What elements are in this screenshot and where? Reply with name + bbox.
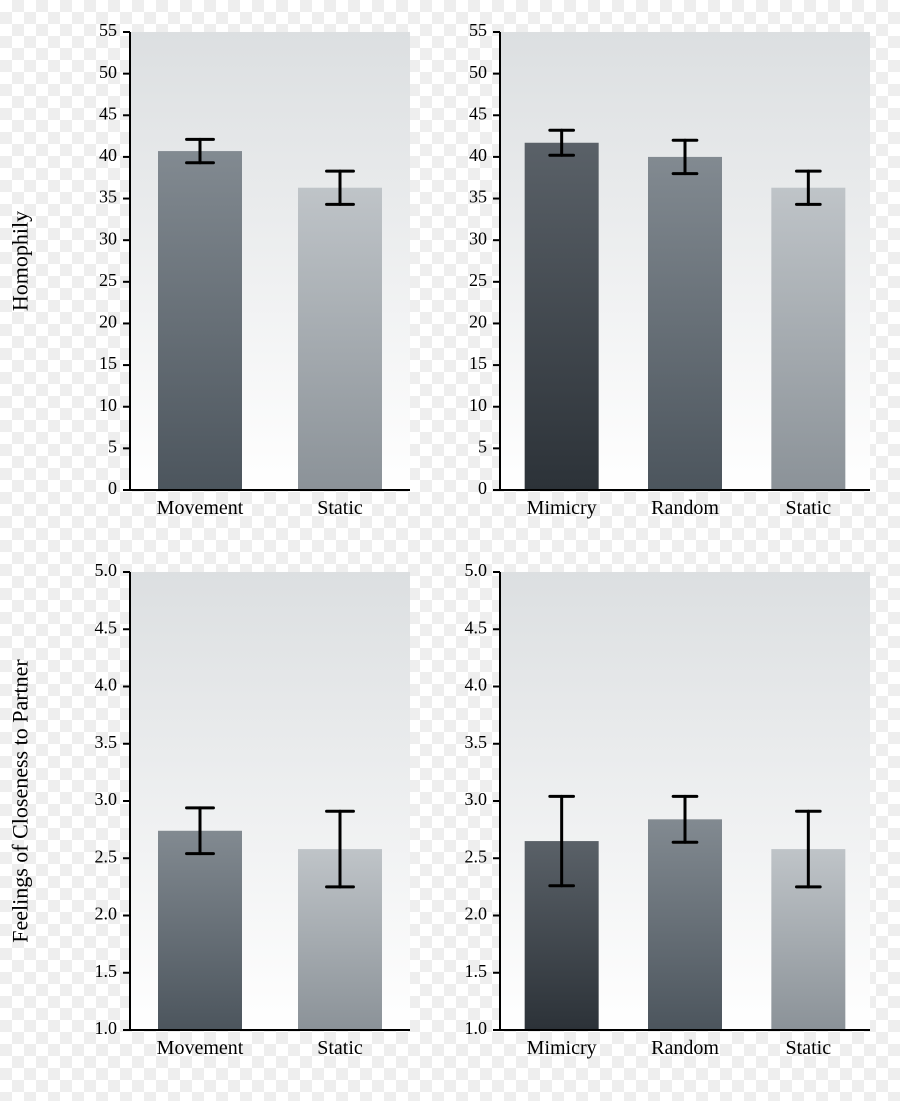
y-tick-label: 1.5: [95, 961, 118, 981]
category-label: Movement: [157, 497, 244, 519]
y-tick-label: 2.0: [465, 904, 488, 924]
y-tick-label: 5.0: [465, 560, 488, 580]
category-label: Static: [786, 497, 832, 519]
figure-svg: Homophily0510152025303540455055MovementS…: [0, 0, 900, 1101]
y-tick-label: 55: [99, 20, 117, 40]
y-tick-label: 40: [469, 145, 487, 165]
y-tick-label: 20: [469, 312, 487, 332]
category-label: Static: [317, 1037, 363, 1059]
y-tick-label: 40: [99, 145, 117, 165]
y-tick-label: 2.0: [95, 904, 118, 924]
y-tick-label: 55: [469, 20, 487, 40]
y-tick-label: 50: [99, 62, 117, 82]
y-tick-label: 5: [108, 436, 117, 456]
category-label: Mimicry: [527, 1037, 597, 1059]
y-tick-label: 5: [478, 436, 487, 456]
y-tick-label: 25: [469, 270, 487, 290]
category-label: Mimicry: [527, 497, 597, 519]
y-tick-label: 5.0: [95, 560, 118, 580]
y-tick-label: 3.0: [95, 789, 118, 809]
y-tick-label: 20: [99, 312, 117, 332]
y-tick-label: 10: [99, 395, 117, 415]
y-tick-label: 10: [469, 395, 487, 415]
y-tick-label: 45: [469, 103, 487, 123]
y-tick-label: 1.0: [465, 1018, 488, 1038]
y-axis-label: Feelings of Closeness to Partner: [8, 659, 33, 943]
y-tick-label: 4.5: [465, 617, 488, 637]
bar: [648, 819, 722, 1030]
y-tick-label: 3.5: [465, 732, 488, 752]
category-label: Static: [786, 1037, 832, 1059]
y-tick-label: 35: [469, 187, 487, 207]
bar: [158, 151, 242, 490]
y-tick-label: 3.0: [465, 789, 488, 809]
category-label: Random: [651, 497, 719, 519]
bar: [525, 143, 599, 490]
y-tick-label: 0: [478, 478, 487, 498]
y-tick-label: 1.0: [95, 1018, 118, 1038]
y-tick-label: 30: [469, 228, 487, 248]
y-tick-label: 0: [108, 478, 117, 498]
y-tick-label: 2.5: [465, 846, 488, 866]
y-tick-label: 4.5: [95, 617, 118, 637]
bar: [648, 157, 722, 490]
y-tick-label: 35: [99, 187, 117, 207]
y-tick-label: 1.5: [465, 961, 488, 981]
y-tick-label: 30: [99, 228, 117, 248]
category-label: Movement: [157, 1037, 244, 1059]
y-tick-label: 3.5: [95, 732, 118, 752]
y-axis-label: Homophily: [8, 211, 33, 311]
y-tick-label: 2.5: [95, 846, 118, 866]
y-tick-label: 25: [99, 270, 117, 290]
bar: [771, 188, 845, 490]
y-tick-label: 4.0: [465, 675, 488, 695]
y-tick-label: 45: [99, 103, 117, 123]
y-tick-label: 15: [99, 353, 117, 373]
category-label: Static: [317, 497, 363, 519]
y-tick-label: 50: [469, 62, 487, 82]
figure-container: Homophily0510152025303540455055MovementS…: [0, 0, 900, 1101]
bar: [298, 188, 382, 490]
bar: [158, 831, 242, 1030]
y-tick-label: 15: [469, 353, 487, 373]
category-label: Random: [651, 1037, 719, 1059]
y-tick-label: 4.0: [95, 675, 118, 695]
